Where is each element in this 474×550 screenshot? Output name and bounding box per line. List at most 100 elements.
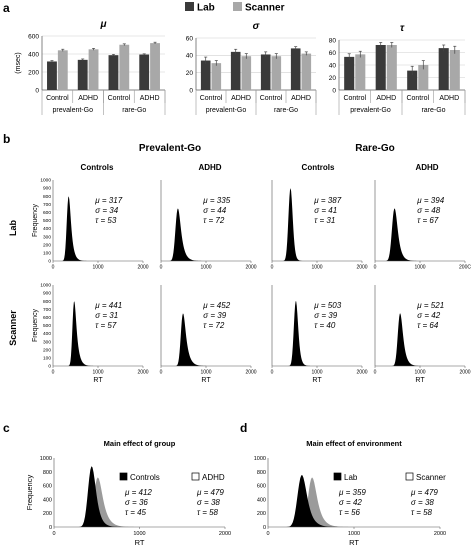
stat-sigma: σ = 38 bbox=[197, 498, 220, 507]
category-label: Control bbox=[260, 95, 283, 102]
panel-c: Main effect of group 0 200 400 600 800 1000 0 10… bbox=[25, 439, 231, 547]
legend-label-scanner: Scanner bbox=[245, 3, 285, 14]
stat-tau: τ = 53 bbox=[95, 216, 117, 225]
bar-lab bbox=[375, 45, 386, 90]
top-legend: Lab Scanner bbox=[185, 2, 285, 14]
histogram-lab-0: 0 100 200 300 400 500 600 700 800 900 1000 Frequenc… bbox=[32, 178, 149, 271]
x-tick-label: 1000 bbox=[200, 370, 211, 376]
y-tick-label: 200 bbox=[28, 69, 39, 76]
x-tick-label: 2000 bbox=[137, 265, 148, 271]
bar-lab bbox=[438, 48, 449, 90]
row-label-lab: Lab bbox=[8, 220, 18, 237]
y-tick-label: 1000 bbox=[40, 178, 51, 184]
x-tick-label: 0 bbox=[374, 265, 377, 271]
x-tick-label: 2000 bbox=[245, 265, 256, 271]
y-tick-label: 600 bbox=[257, 484, 266, 490]
histogram-area bbox=[161, 208, 251, 261]
histogram-area bbox=[53, 196, 143, 261]
column-header: Controls bbox=[302, 163, 335, 172]
histogram-area bbox=[272, 301, 362, 366]
x-tick-label: 2000 bbox=[219, 531, 231, 537]
y-tick-label: 0 bbox=[189, 87, 193, 94]
y-axis-label: (msec) bbox=[15, 52, 22, 73]
legend-swatch-controls bbox=[119, 472, 128, 481]
x-tick-label: 0 bbox=[52, 265, 55, 271]
x-tick-label: 2000 bbox=[434, 531, 446, 537]
y-tick-label: 20 bbox=[329, 75, 337, 82]
stat-tau: τ = 45 bbox=[125, 508, 147, 517]
legend-swatch-lab bbox=[333, 472, 342, 481]
x-tick-label: 2000 bbox=[459, 370, 470, 376]
y-tick-label: 0 bbox=[332, 87, 336, 94]
bar-scanner bbox=[271, 56, 282, 90]
legend-label-lab: Lab bbox=[197, 3, 215, 14]
x-tick-label: 1000 bbox=[92, 370, 103, 376]
histogram-lab bbox=[268, 475, 440, 527]
bar-scanner bbox=[301, 53, 312, 90]
y-tick-label: 300 bbox=[43, 234, 51, 240]
y-tick-label: 40 bbox=[186, 53, 194, 60]
x-tick-label: 0 bbox=[374, 370, 377, 376]
y-tick-label: 200 bbox=[43, 242, 51, 248]
x-tick-label: 0 bbox=[266, 531, 269, 537]
x-tick-label: 1000 bbox=[133, 531, 145, 537]
bar-scanner bbox=[150, 43, 160, 90]
legend-label-lab: Lab bbox=[344, 473, 358, 482]
x-axis-label: RT bbox=[135, 538, 145, 547]
legend-label-adhd: ADHD bbox=[202, 473, 225, 482]
panel-letter-a: a bbox=[3, 1, 10, 15]
category-label: ADHD bbox=[140, 95, 160, 102]
y-tick-label: 200 bbox=[257, 511, 266, 517]
histogram-area bbox=[375, 208, 465, 261]
panel-letter-b: b bbox=[3, 132, 10, 146]
stat-sigma: σ = 38 bbox=[411, 498, 434, 507]
stat-mu: μ = 387 bbox=[313, 196, 341, 205]
bar-scanner bbox=[211, 63, 222, 90]
bar-chart-title: τ bbox=[400, 23, 405, 34]
y-tick-label: 0 bbox=[48, 364, 51, 370]
bar-chart-1: 0 200 400 600 μ (msec) Control ADHD Control ADHD p… bbox=[15, 19, 166, 115]
stat-tau: τ = 58 bbox=[197, 508, 219, 517]
stat-tau: τ = 56 bbox=[339, 508, 361, 517]
y-tick-label: 1000 bbox=[254, 456, 266, 462]
y-tick-label: 100 bbox=[43, 356, 51, 362]
histogram-area bbox=[53, 301, 143, 366]
stat-mu: μ = 452 bbox=[202, 301, 230, 310]
stat-tau: τ = 31 bbox=[314, 216, 335, 225]
x-tick-label: 0 bbox=[160, 265, 163, 271]
x-axis-label: RT bbox=[349, 538, 359, 547]
group-label: rare-Go bbox=[274, 107, 298, 114]
bar-lab bbox=[407, 70, 418, 90]
panel-letter-c: c bbox=[3, 421, 10, 435]
bar-lab bbox=[77, 59, 88, 90]
y-tick-label: 1000 bbox=[40, 283, 51, 289]
stat-mu: μ = 317 bbox=[94, 196, 122, 205]
group-label: rare-Go bbox=[421, 107, 445, 114]
bar-scanner bbox=[241, 56, 252, 90]
y-tick-label: 700 bbox=[43, 307, 51, 313]
x-tick-label: 2000 bbox=[137, 370, 148, 376]
legend-swatch-scanner bbox=[405, 472, 414, 481]
x-tick-label: 1000 bbox=[92, 265, 103, 271]
category-label: ADHD bbox=[78, 95, 98, 102]
y-axis-label: Frequency bbox=[32, 203, 39, 237]
legend-label-controls: Controls bbox=[130, 473, 160, 482]
stat-sigma: σ = 39 bbox=[314, 311, 337, 320]
stat-mu: μ = 503 bbox=[313, 301, 341, 310]
y-tick-label: 800 bbox=[43, 299, 51, 305]
x-tick-label: 0 bbox=[52, 370, 55, 376]
stat-sigma: σ = 42 bbox=[417, 311, 440, 320]
bar-lab bbox=[344, 56, 355, 90]
stat-tau: τ = 40 bbox=[314, 321, 336, 330]
stat-sigma: σ = 44 bbox=[203, 206, 226, 215]
chart-title: Main effect of environment bbox=[306, 439, 402, 448]
column-header: Controls bbox=[81, 163, 114, 172]
y-tick-label: 100 bbox=[43, 251, 51, 257]
y-tick-label: 600 bbox=[43, 315, 51, 321]
legend-label-scanner: Scanner bbox=[416, 473, 446, 482]
stat-tau: τ = 57 bbox=[95, 321, 117, 330]
